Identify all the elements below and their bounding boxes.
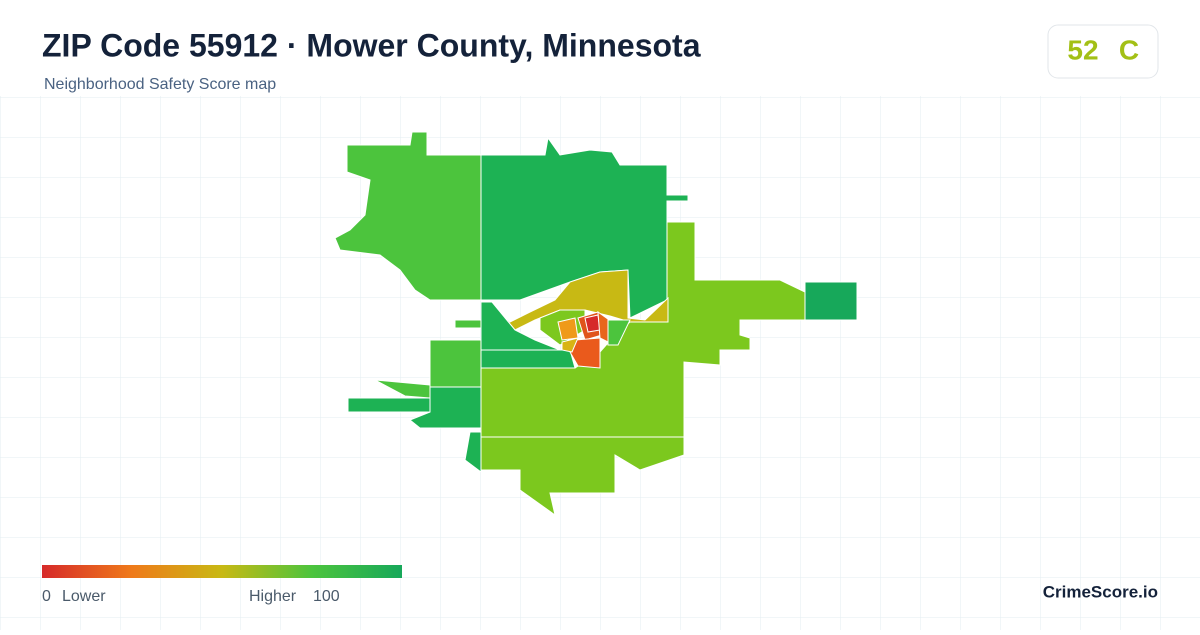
region (584, 314, 601, 333)
region (347, 397, 431, 413)
region (464, 431, 482, 473)
region (804, 281, 858, 321)
score-grade: C (1119, 34, 1139, 65)
legend-max: 100 (313, 588, 340, 605)
region (480, 349, 576, 369)
subtitle: Neighborhood Safety Score map (44, 76, 276, 93)
score-box (1047, 24, 1159, 79)
region (561, 337, 579, 353)
region (607, 319, 631, 346)
legend-max-label: Higher (249, 588, 297, 605)
score-value: 52 (1067, 34, 1098, 65)
legend-gradient (42, 565, 402, 578)
title: ZIP Code 55912 · Mower County, Minnesota (42, 27, 701, 63)
region (454, 319, 482, 329)
brand: CrimeScore.io (1043, 582, 1158, 601)
region (557, 317, 579, 341)
legend-min: 0 (42, 588, 51, 605)
legend-min-label: Lower (62, 588, 106, 605)
region (409, 386, 482, 429)
map (334, 131, 858, 517)
region (480, 436, 685, 517)
region (429, 339, 482, 388)
region (334, 131, 482, 301)
